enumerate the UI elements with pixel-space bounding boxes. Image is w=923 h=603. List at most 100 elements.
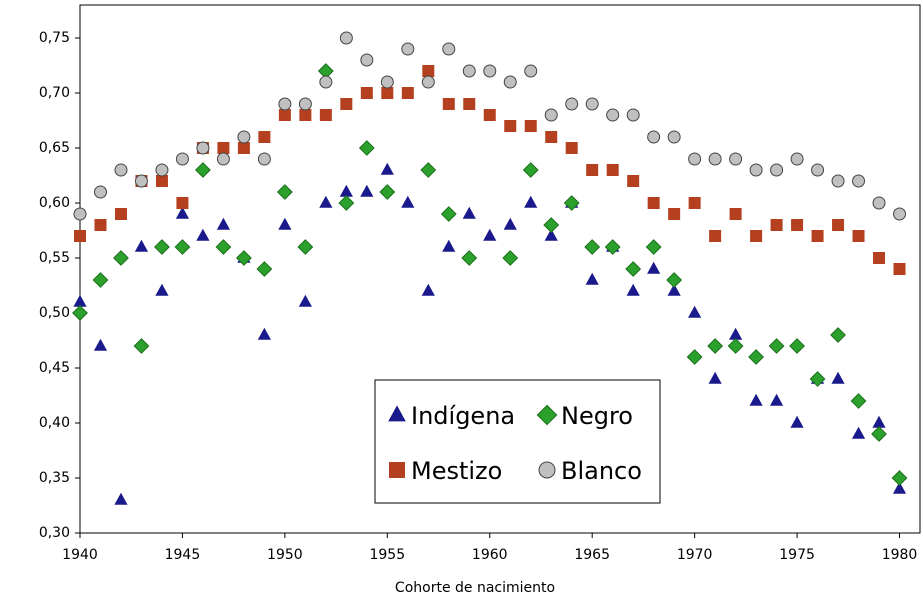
point (93, 185, 107, 199)
point (729, 327, 743, 340)
point (258, 131, 271, 143)
point (94, 219, 107, 231)
point (544, 108, 558, 122)
point (196, 228, 210, 241)
point (360, 87, 373, 99)
point (421, 75, 435, 89)
y-tick-label: 0,60 (39, 195, 70, 211)
point (503, 75, 517, 89)
plot-area (79, 4, 921, 534)
point (114, 492, 128, 505)
point (483, 109, 496, 121)
point (667, 130, 681, 144)
point (175, 206, 190, 219)
legend-label: Negro (561, 402, 633, 430)
point (257, 327, 271, 340)
point (74, 230, 86, 242)
point (483, 64, 497, 78)
point (237, 142, 250, 154)
point (483, 228, 497, 241)
x-tick-label: 1980 (882, 547, 918, 563)
y-tick-label: 0,50 (39, 305, 70, 321)
x-tick-label: 1945 (165, 547, 201, 563)
x-tick-label: 1970 (677, 547, 713, 563)
point (851, 426, 866, 439)
point (667, 283, 681, 296)
point (727, 338, 744, 354)
point (235, 250, 252, 266)
point (504, 120, 517, 132)
point (92, 272, 109, 288)
point (709, 230, 722, 242)
point (216, 217, 231, 230)
point (585, 97, 599, 111)
point (319, 109, 332, 121)
point (216, 152, 230, 166)
point (442, 239, 456, 252)
point (768, 338, 785, 354)
point (688, 152, 702, 166)
point (873, 252, 886, 264)
point (215, 239, 232, 255)
point (584, 239, 601, 255)
point (154, 239, 170, 255)
point (155, 163, 169, 177)
point (809, 371, 826, 387)
point (462, 64, 476, 78)
y-tick-label: 0,45 (39, 360, 70, 376)
point (114, 208, 127, 220)
point (586, 164, 599, 176)
point (298, 294, 312, 307)
point (440, 206, 457, 222)
point (831, 371, 845, 384)
point (563, 195, 580, 211)
point (379, 184, 396, 200)
point (626, 283, 640, 296)
point (604, 239, 621, 255)
point (502, 250, 519, 266)
point (522, 162, 539, 178)
x-tick-label: 1950 (267, 547, 303, 563)
point (770, 219, 783, 231)
point (585, 272, 599, 285)
point (872, 415, 886, 428)
point (257, 152, 271, 166)
point (545, 131, 558, 143)
point (544, 228, 558, 241)
point (298, 97, 312, 111)
point (360, 53, 374, 67)
point (524, 64, 538, 78)
point (811, 230, 824, 242)
point (606, 108, 620, 122)
y-tick-label: 0,40 (39, 415, 70, 431)
point (339, 31, 353, 45)
point (113, 250, 129, 266)
legend-label: Mestizo (411, 457, 502, 485)
point (93, 338, 108, 351)
point (442, 98, 455, 110)
point (319, 195, 333, 208)
point (647, 130, 661, 144)
point (319, 75, 333, 89)
point (565, 142, 578, 154)
y-tick-label: 0,65 (39, 140, 70, 156)
point (195, 162, 211, 178)
point (380, 75, 394, 89)
point (666, 272, 683, 288)
point (606, 164, 619, 176)
point (155, 283, 169, 296)
point (769, 393, 784, 406)
point (668, 208, 681, 220)
point (830, 327, 846, 343)
x-tick-label: 1955 (369, 547, 405, 563)
point (750, 230, 763, 242)
point (461, 250, 478, 266)
point (380, 162, 394, 175)
point (73, 207, 87, 221)
point (217, 142, 230, 154)
point (114, 163, 128, 177)
point (134, 239, 149, 252)
point (297, 239, 314, 255)
point (627, 175, 640, 187)
